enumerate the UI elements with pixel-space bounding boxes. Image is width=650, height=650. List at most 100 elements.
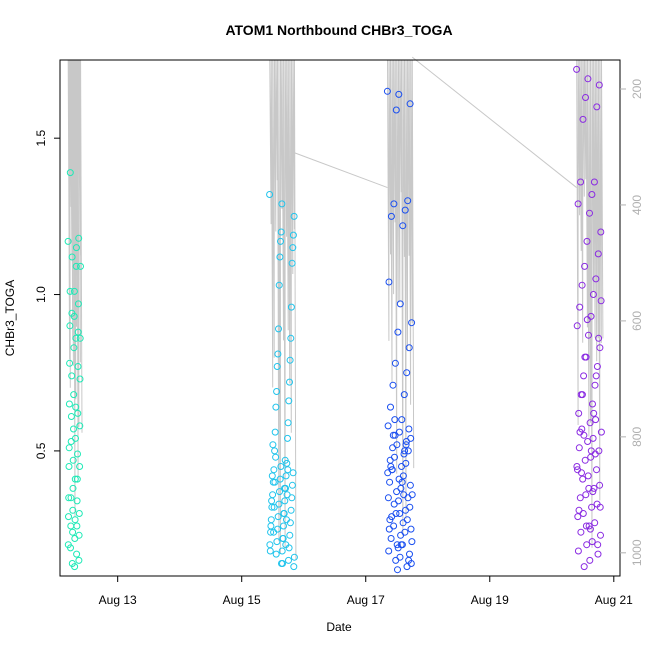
data-point — [408, 491, 416, 499]
data-point — [591, 519, 599, 527]
altitude-connector — [294, 152, 388, 189]
data-point — [405, 344, 413, 352]
data-point — [576, 303, 584, 311]
data-point — [269, 441, 277, 449]
data-point — [387, 212, 395, 220]
data-point — [385, 525, 393, 533]
data-point — [574, 200, 582, 208]
data-point — [280, 522, 287, 530]
data-point — [575, 506, 583, 514]
data-point — [385, 278, 393, 286]
data-point — [288, 481, 296, 489]
data-point — [69, 528, 77, 536]
data-point — [385, 547, 393, 555]
data-point — [395, 428, 403, 436]
data-point — [283, 491, 291, 499]
data-point — [395, 497, 402, 505]
data-point — [393, 488, 401, 496]
data-point — [286, 519, 294, 527]
altitude-profile — [269, 60, 297, 561]
data-point — [579, 475, 587, 483]
data-point — [275, 281, 283, 289]
data-point — [70, 391, 78, 399]
data-point — [390, 500, 398, 508]
data-point — [73, 497, 81, 505]
data-point — [284, 466, 292, 474]
data-point — [278, 547, 286, 555]
data-point — [591, 381, 599, 389]
data-point — [73, 550, 81, 558]
y-tick-label: 0.5 — [34, 442, 48, 459]
data-point — [287, 334, 295, 342]
data-point — [400, 450, 408, 458]
data-point — [593, 103, 601, 111]
data-point — [402, 441, 410, 449]
data-point — [267, 522, 275, 530]
data-point — [589, 400, 596, 408]
data-point — [581, 262, 589, 270]
data-point — [579, 510, 587, 517]
data-point — [575, 444, 583, 452]
data-point — [585, 331, 592, 339]
right-tick-label: 600 — [630, 311, 644, 331]
data-point — [408, 538, 416, 546]
x-axis: Aug 13 Aug 15 Aug 17 Aug 19 Aug 21 — [99, 575, 633, 607]
data-point — [74, 328, 82, 336]
data-point — [289, 469, 297, 477]
data-point — [271, 478, 279, 486]
data-point — [589, 488, 597, 496]
data-point — [281, 456, 289, 464]
data-point — [290, 212, 298, 220]
data-point — [270, 528, 278, 536]
data-point — [270, 466, 278, 474]
data-point — [72, 244, 80, 252]
data-point — [597, 531, 604, 539]
data-point — [395, 90, 403, 98]
data-point — [287, 303, 295, 311]
data-point — [403, 516, 411, 524]
data-point — [386, 478, 394, 486]
data-point — [267, 516, 275, 524]
data-point — [272, 550, 280, 558]
data-point — [64, 541, 72, 549]
data-point — [404, 197, 412, 205]
data-point — [76, 422, 84, 430]
x-tick-label: Aug 15 — [223, 593, 261, 607]
data-point — [66, 287, 74, 295]
data-point — [67, 413, 75, 420]
data-point — [71, 516, 79, 524]
data-point — [277, 228, 285, 236]
data-point — [583, 316, 591, 324]
y-tick-label: 1.0 — [34, 286, 48, 303]
data-point — [274, 525, 282, 533]
data-point — [268, 497, 276, 505]
data-point — [594, 250, 602, 258]
data-point — [74, 300, 82, 308]
y-axis: 0.5 1.0 1.5 — [34, 130, 61, 459]
data-point — [70, 312, 78, 320]
data-point — [72, 262, 80, 270]
data-point — [575, 409, 583, 417]
data-point — [279, 535, 287, 542]
data-point — [281, 497, 289, 505]
data-point — [289, 244, 297, 252]
data-point — [402, 438, 410, 445]
data-point — [70, 287, 78, 295]
data-point — [586, 419, 594, 427]
data-point — [595, 81, 603, 89]
data-point — [67, 522, 75, 530]
data-point — [280, 510, 288, 517]
data-point — [389, 431, 397, 439]
data-point — [407, 525, 415, 533]
data-point — [573, 322, 581, 330]
data-point — [589, 291, 597, 298]
data-point — [573, 65, 581, 73]
data-point — [593, 466, 600, 474]
data-point — [583, 237, 591, 245]
data-point — [69, 456, 77, 464]
data-point — [586, 209, 593, 217]
data-point — [74, 450, 81, 458]
right-tick-label: 1000 — [630, 539, 644, 566]
data-point — [73, 522, 81, 530]
data-point — [268, 472, 276, 480]
